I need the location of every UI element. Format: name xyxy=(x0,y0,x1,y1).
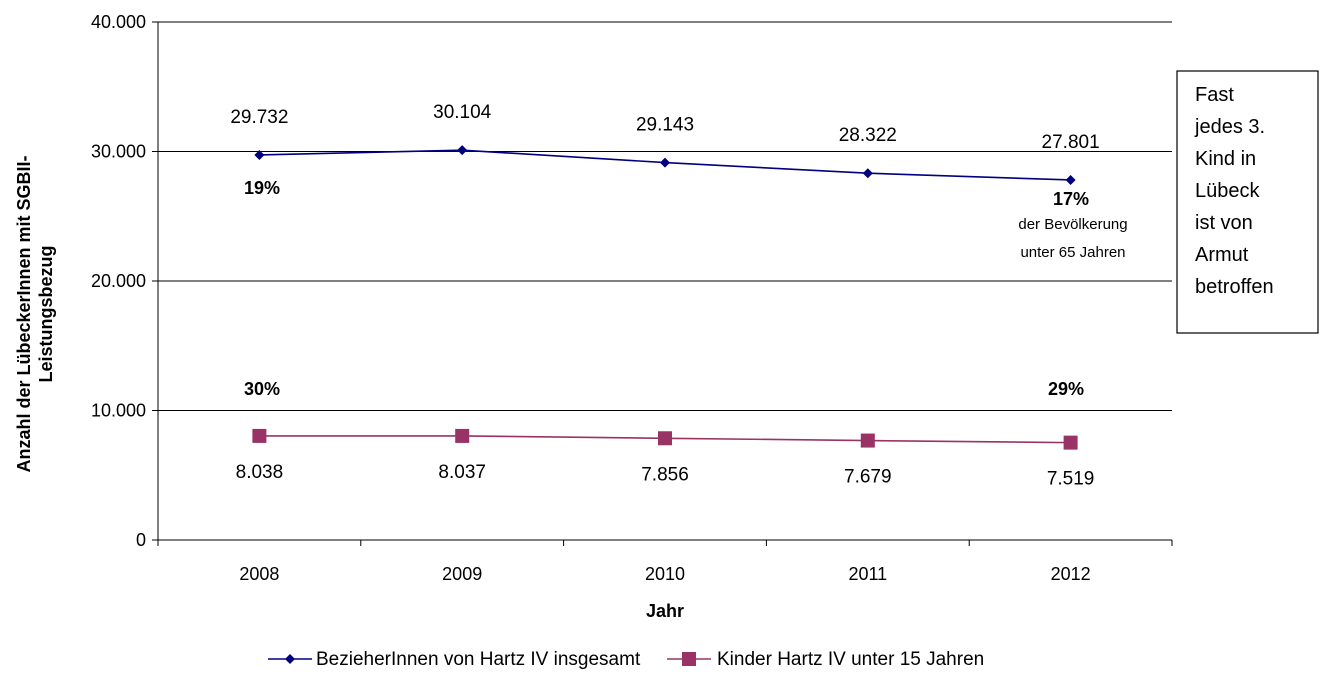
legend-label-0: BezieherInnen von Hartz IV insgesamt xyxy=(316,649,641,670)
x-tick-label-2010: 2010 xyxy=(645,564,685,584)
series-0-point-2011 xyxy=(862,168,873,179)
y-axis-title-line-2: Leistungsbezug xyxy=(36,245,56,382)
pct-2012-note-1: der Bevölkerung xyxy=(1018,216,1127,233)
text-box: Fast jedes 3. Kind in Lübeck ist von Arm… xyxy=(1176,70,1319,334)
series-0-point-2009 xyxy=(457,145,468,156)
data-labels: 29.732 30.104 29.143 28.322 27.801 8.038 8.037… xyxy=(230,102,1099,489)
x-axis-ticks: 2008 2009 2010 2011 2012 xyxy=(157,540,1173,584)
y-tick-label-4: 40.000 xyxy=(91,12,146,32)
x-tick-label-2008: 2008 xyxy=(239,564,279,584)
text-box-frame xyxy=(1176,70,1319,334)
pct-2008-kids: 30% xyxy=(244,379,280,399)
text-box-line-5: ist von xyxy=(1195,212,1253,234)
series-0-label-2012: 27.801 xyxy=(1042,132,1100,153)
series-group xyxy=(252,145,1078,450)
text-box-line-6: Armut xyxy=(1195,244,1249,266)
legend-label-1: Kinder Hartz IV unter 15 Jahren xyxy=(717,649,984,670)
legend-marker-0 xyxy=(285,654,295,664)
series-1-label-2011: 7.679 xyxy=(844,467,892,488)
y-axis-ticks: 0 10.000 20.000 30.000 40.000 xyxy=(91,12,158,550)
x-axis-title: Jahr xyxy=(646,601,684,621)
pct-2012-kids: 29% xyxy=(1048,379,1084,399)
y-axis-title-line-1: Anzahl der LübeckerInnen mit SGBII- xyxy=(14,155,34,472)
series-0-point-2010 xyxy=(660,157,670,168)
y-tick-label-0: 0 xyxy=(136,530,146,550)
series-0-point-2008 xyxy=(254,149,265,160)
x-tick-label-2009: 2009 xyxy=(442,564,482,584)
series-0-label-2011: 28.322 xyxy=(839,125,897,146)
series-1-point-2008 xyxy=(252,428,267,443)
annotations: 19% 17% der Bevölkerung unter 65 Jahren … xyxy=(244,178,1128,399)
series-1-label-2010: 7.856 xyxy=(641,464,689,485)
series-0-label-2010: 29.143 xyxy=(636,115,694,136)
text-box-line-4: Lübeck xyxy=(1195,180,1260,202)
series-1-label-2012: 7.519 xyxy=(1047,469,1095,490)
series-1-point-2011 xyxy=(860,433,875,448)
series-1-point-2010 xyxy=(658,431,672,446)
y-axis-title: Anzahl der LübeckerInnen mit SGBII- Leis… xyxy=(14,155,56,472)
x-tick-label-2012: 2012 xyxy=(1051,564,1091,584)
y-tick-label-3: 30.000 xyxy=(91,142,146,162)
text-box-line-3: Kind in xyxy=(1195,148,1256,170)
y-tick-label-2: 20.000 xyxy=(91,271,146,291)
text-box-line-7: betroffen xyxy=(1195,276,1274,298)
series-1-point-2012 xyxy=(1063,435,1078,450)
text-box-line-1: Fast xyxy=(1195,84,1234,106)
y-tick-label-1: 10.000 xyxy=(91,401,146,421)
legend: BezieherInnen von Hartz IV insgesamt Kind… xyxy=(268,649,984,670)
pct-2008-total: 19% xyxy=(244,178,280,198)
series-0-label-2008: 29.732 xyxy=(230,107,288,128)
text-box-line-2: jedes 3. xyxy=(1194,116,1265,138)
series-0-point-2012 xyxy=(1065,174,1076,185)
series-0-label-2009: 30.104 xyxy=(433,102,492,123)
x-tick-label-2011: 2011 xyxy=(848,564,887,584)
pct-2012-note-2: unter 65 Jahren xyxy=(1020,244,1125,261)
legend-marker-1 xyxy=(682,652,696,666)
series-1-label-2009: 8.037 xyxy=(438,462,486,483)
pct-2012-total: 17% xyxy=(1053,189,1089,209)
gridlines xyxy=(158,21,1172,411)
series-1-point-2009 xyxy=(455,428,470,443)
series-1-label-2008: 8.038 xyxy=(236,462,284,483)
